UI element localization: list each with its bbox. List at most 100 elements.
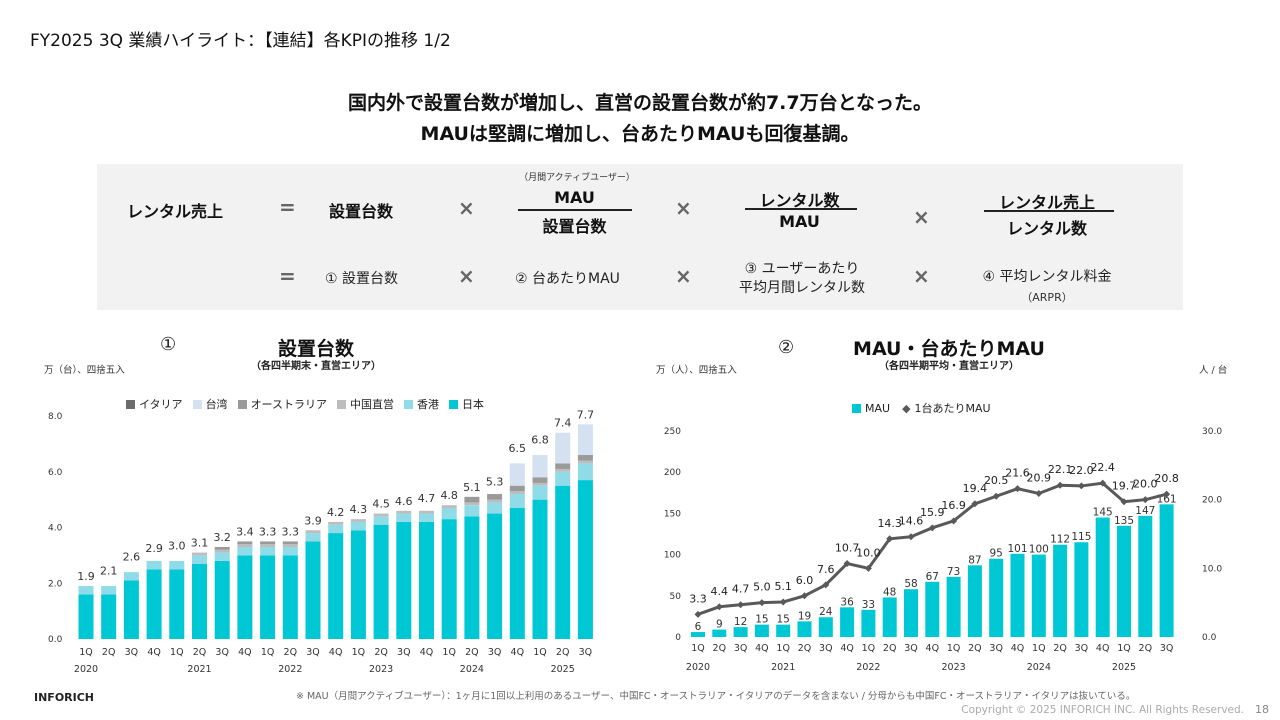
- bar-segment: [396, 510, 412, 514]
- bar-segment: [260, 555, 276, 639]
- bar-segment: [419, 521, 434, 639]
- kpi-3-line-2: 平均月間レンタル数: [739, 280, 865, 296]
- data-label: 3.1: [191, 537, 209, 550]
- fraction2-numerator: MAU: [554, 188, 595, 207]
- fraction4-line: [984, 210, 1114, 212]
- mau-data-label: 24: [819, 606, 833, 618]
- mau-per-unit-data-label: 20.5: [984, 474, 1009, 487]
- data-label: 7.4: [554, 417, 572, 430]
- bar-segment: [305, 541, 321, 639]
- year-label: 2022: [278, 664, 302, 675]
- data-label: 4.3: [350, 503, 368, 516]
- mau-per-unit-marker: [715, 603, 723, 611]
- chart1-number: ①: [160, 334, 177, 355]
- bar-segment: [441, 505, 457, 508]
- bar-segment: [214, 547, 230, 550]
- legend-swatch-taiwan: [192, 399, 202, 409]
- legend-label-italy: イタリア: [139, 398, 183, 411]
- data-label: 3.3: [282, 525, 300, 538]
- year-label: 2022: [856, 662, 880, 673]
- mau-data-label: 36: [840, 596, 854, 608]
- x-tick-label: 2Q: [556, 647, 570, 658]
- bar-segment: [419, 510, 434, 514]
- bar-segment: [373, 516, 389, 525]
- mau-bar: [989, 558, 1004, 637]
- diamond-icon: ◆: [902, 401, 911, 415]
- mau-data-label: 67: [926, 571, 939, 583]
- bar-segment: [396, 521, 412, 639]
- x-tick-label: 1Q: [1032, 643, 1046, 654]
- mau-per-unit-marker: [1163, 490, 1171, 498]
- legend-label-hongkong: 香港: [417, 398, 440, 411]
- bar-segment: [78, 594, 94, 639]
- data-label: 2.1: [100, 564, 118, 577]
- chart2-subtitle: （各四半期平均・直営エリア）: [879, 361, 1019, 372]
- bar-segment: [101, 586, 117, 595]
- bar-segment: [146, 569, 162, 639]
- kpi-1-installations: ① 設置台数: [325, 271, 399, 287]
- bar-segment: [577, 463, 593, 481]
- bar-segment: [282, 555, 298, 639]
- chart2-legend: MAU ◆ 1台あたりMAU: [852, 400, 991, 416]
- mau-per-unit-data-label: 7.6: [817, 563, 835, 576]
- year-label: 2023: [369, 664, 393, 675]
- chart1-legend: イタリア 台湾 オーストラリア 中国直営 香港 日本: [116, 396, 484, 412]
- mau-bar: [1095, 517, 1110, 637]
- mau-per-unit-data-label: 20.8: [1154, 472, 1179, 485]
- y-right-tick-label: 10.0: [1202, 564, 1222, 574]
- fraction3-numerator: レンタル数: [759, 191, 840, 210]
- mau-per-unit-data-label: 15.9: [920, 506, 945, 519]
- mau-per-unit-marker: [950, 517, 958, 525]
- bar-segment: [146, 560, 162, 570]
- fraction3-denominator: MAU: [779, 212, 820, 231]
- y-left-tick-label: 150: [664, 509, 681, 519]
- mau-data-label: 145: [1093, 507, 1113, 519]
- mau-bar: [967, 565, 982, 637]
- bar-segment: [282, 547, 298, 556]
- mau-data-label: 135: [1114, 515, 1134, 527]
- mau-data-label: 87: [968, 554, 981, 566]
- bar-segment: [169, 569, 185, 639]
- mau-data-label: 115: [1071, 531, 1091, 543]
- bar-segment: [555, 432, 571, 464]
- data-label: 5.3: [486, 475, 504, 488]
- bar-segment: [214, 552, 230, 561]
- y-left-tick-label: 50: [670, 592, 682, 602]
- mau-bar: [1138, 515, 1153, 637]
- copyright: Copyright © 2025 INFORICH INC. All Right…: [961, 704, 1244, 716]
- mau-per-unit-marker: [886, 535, 894, 543]
- mau-per-unit-marker: [801, 592, 808, 600]
- x-tick-label: 4Q: [329, 647, 343, 658]
- bar-segment: [260, 547, 276, 556]
- mau-data-label: 48: [883, 586, 896, 598]
- mau-data-label: 15: [777, 614, 790, 626]
- equals-sign: =: [279, 264, 296, 288]
- chart1-unit: 万（台）、四捨五入: [44, 365, 125, 376]
- bar-segment: [373, 513, 389, 517]
- y-left-tick-label: 100: [664, 551, 681, 561]
- mau-per-unit-data-label: 5.1: [774, 580, 792, 593]
- year-label: 2025: [1112, 662, 1136, 673]
- x-tick-label: 1Q: [261, 647, 275, 658]
- x-tick-label: 3Q: [306, 647, 320, 658]
- bar-segment: [282, 541, 298, 545]
- mau-per-unit-marker: [1099, 479, 1107, 487]
- bar-segment: [464, 505, 480, 517]
- mau-per-unit-marker: [1141, 496, 1149, 504]
- y-left-tick-label: 250: [664, 427, 681, 437]
- page-number: 18: [1255, 703, 1269, 716]
- mau-per-unit-data-label: 22.4: [1090, 461, 1115, 474]
- mau-data-label: 6: [695, 621, 702, 633]
- x-tick-label: 3Q: [819, 643, 833, 654]
- bar-segment: [577, 480, 593, 639]
- bar-segment: [532, 499, 548, 639]
- bar-segment: [214, 560, 230, 639]
- bar-segment: [509, 491, 525, 495]
- x-tick-label: 1Q: [170, 647, 184, 658]
- y-tick-label: 2.0: [48, 579, 63, 589]
- mau-per-unit-data-label: 22.0: [1069, 464, 1094, 477]
- bar-segment: [532, 455, 548, 478]
- mau-data-label: 147: [1135, 505, 1155, 517]
- year-label: 2021: [771, 662, 795, 673]
